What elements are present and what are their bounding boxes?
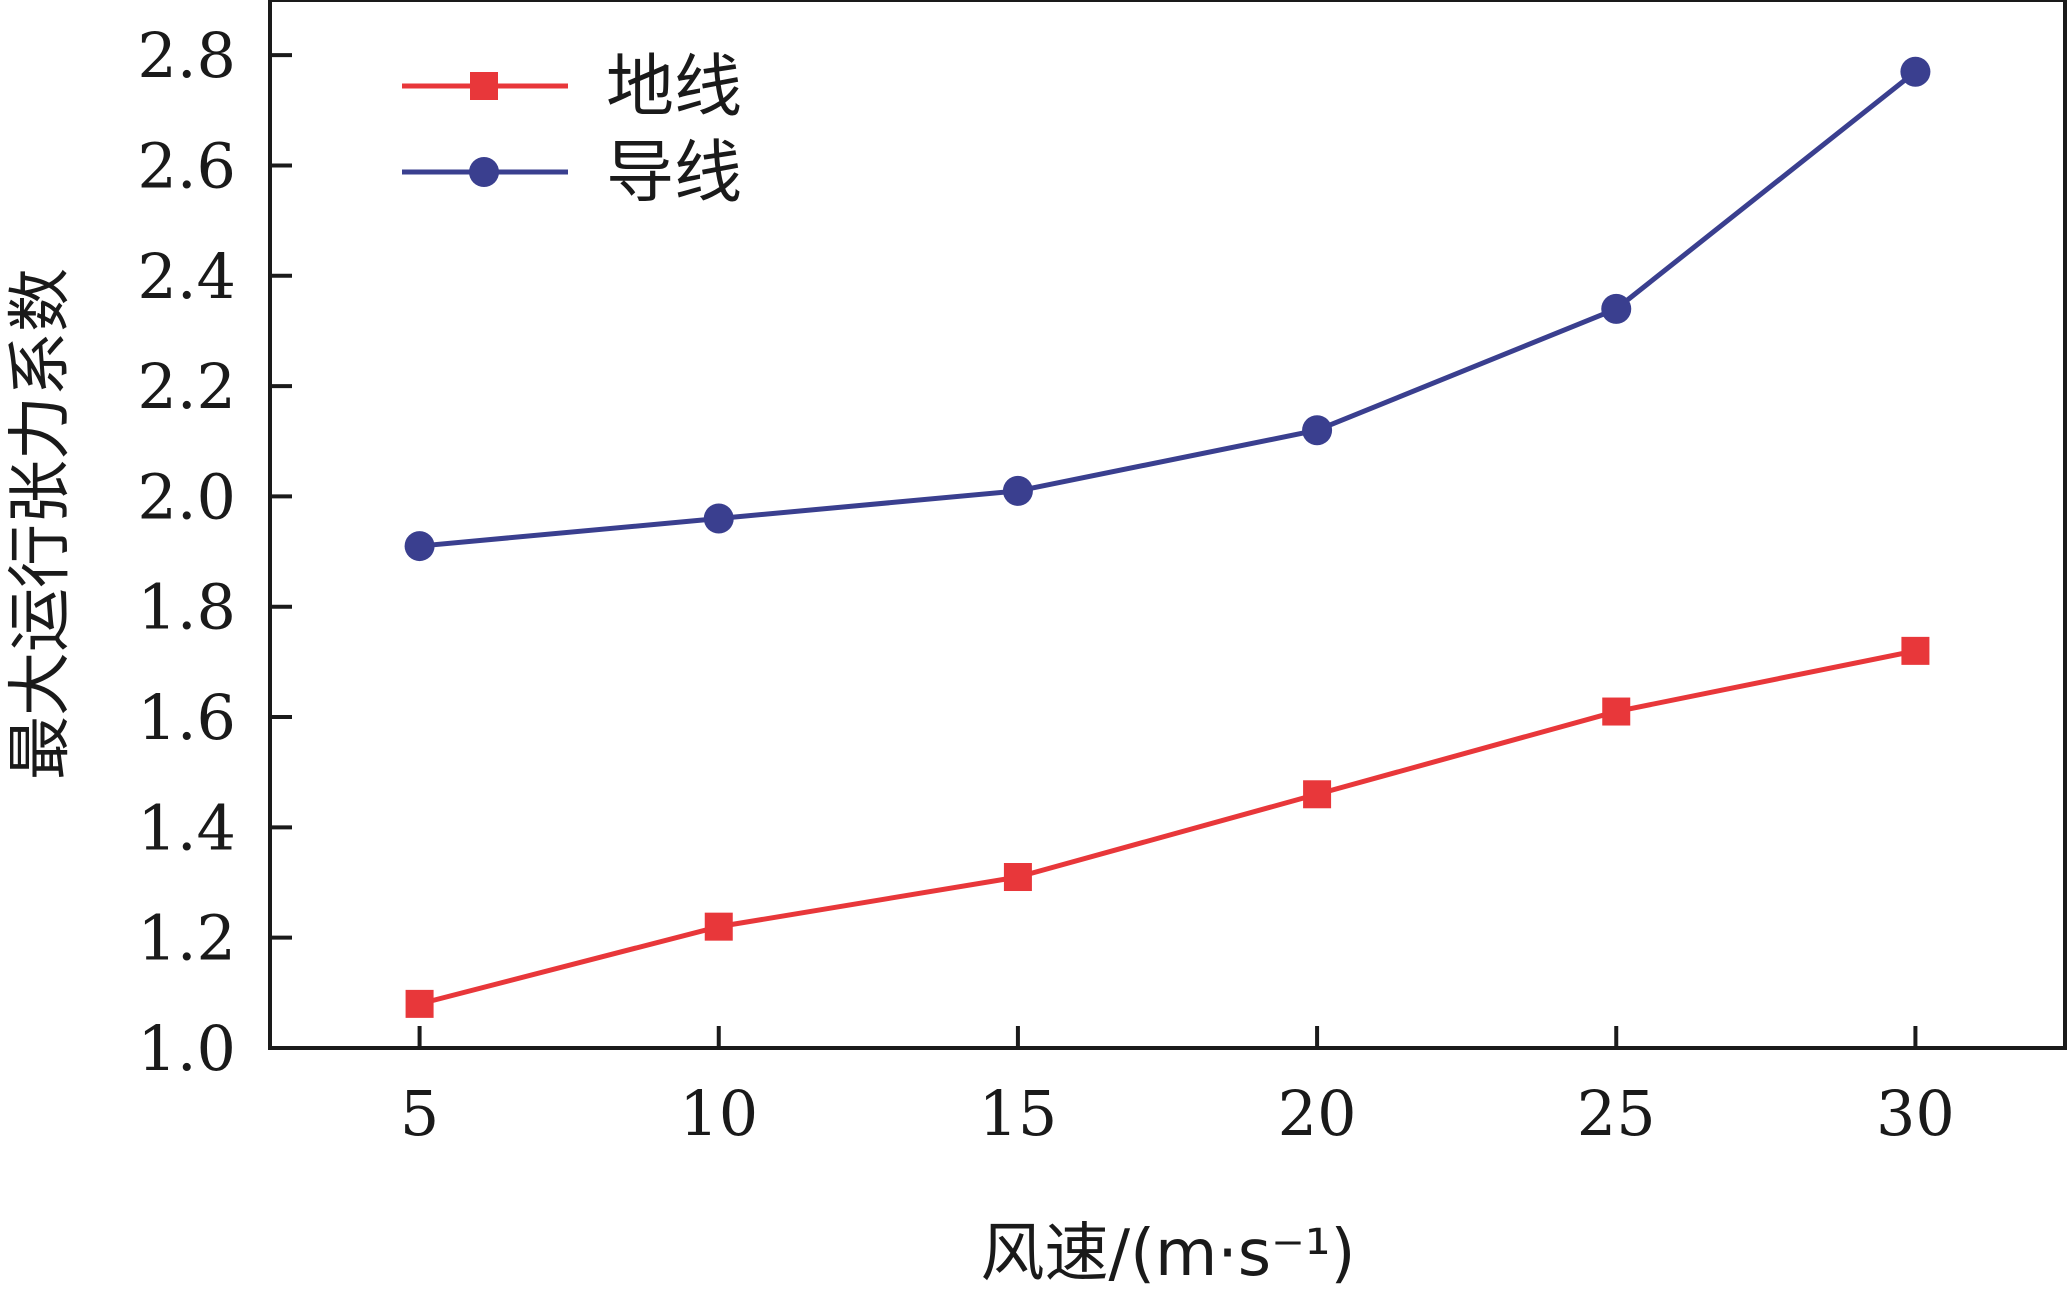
data-point-circle: [1002, 475, 1033, 506]
data-point-circle: [404, 531, 435, 562]
y-tick-label: 2.6: [137, 129, 236, 202]
y-tick-label: 1.6: [137, 681, 236, 754]
data-point-circle: [703, 503, 734, 534]
y-tick-label: 1.4: [137, 791, 236, 864]
y-axis-ticks: 1.0 1.2 1.4 1.6 1.8 2.0 2.2 2.4 2.6 2.8: [137, 19, 292, 1085]
x-tick-label: 25: [1577, 1077, 1656, 1150]
data-point-square: [704, 912, 733, 941]
plot-area-frame: [268, 0, 2067, 1050]
x-axis-title: 风速/(m·s⁻¹): [981, 1217, 1356, 1291]
data-point-square: [405, 989, 434, 1018]
y-tick-label: 1.8: [137, 571, 236, 644]
y-axis-title: 最大运行张力系数: [4, 268, 78, 780]
x-tick-label: 5: [400, 1077, 439, 1150]
data-point-circle: [1302, 415, 1333, 446]
data-point-square: [1003, 863, 1032, 892]
data-point-circle: [1900, 56, 1931, 87]
data-point-square: [1303, 780, 1332, 809]
data-point-circle: [1601, 293, 1632, 324]
x-tick-label: 30: [1876, 1077, 1955, 1150]
legend-marker-square: [470, 72, 498, 100]
y-tick-label: 1.2: [137, 902, 236, 975]
y-tick-label: 2.2: [137, 350, 236, 423]
legend-label: 导线: [606, 134, 742, 213]
y-tick-label: 2.8: [137, 19, 236, 92]
y-tick-label: 2.4: [137, 240, 236, 313]
data-point-square: [1602, 697, 1631, 726]
x-tick-label: 10: [679, 1077, 758, 1150]
data-point-square: [1901, 636, 1930, 665]
x-axis-ticks: 5 10 15 20 25 30: [400, 1026, 1955, 1150]
series-line-ground-wire: [418, 648, 1916, 1007]
x-tick-label: 20: [1278, 1077, 1357, 1150]
x-tick-label: 15: [978, 1077, 1057, 1150]
legend-marker-circle: [469, 157, 499, 187]
series-layer: [404, 56, 1931, 1018]
y-tick-label: 2.0: [137, 460, 236, 533]
y-tick-label: 1.0: [137, 1012, 236, 1085]
legend-label: 地线: [606, 48, 742, 127]
series-line-conductor: [419, 69, 1917, 549]
